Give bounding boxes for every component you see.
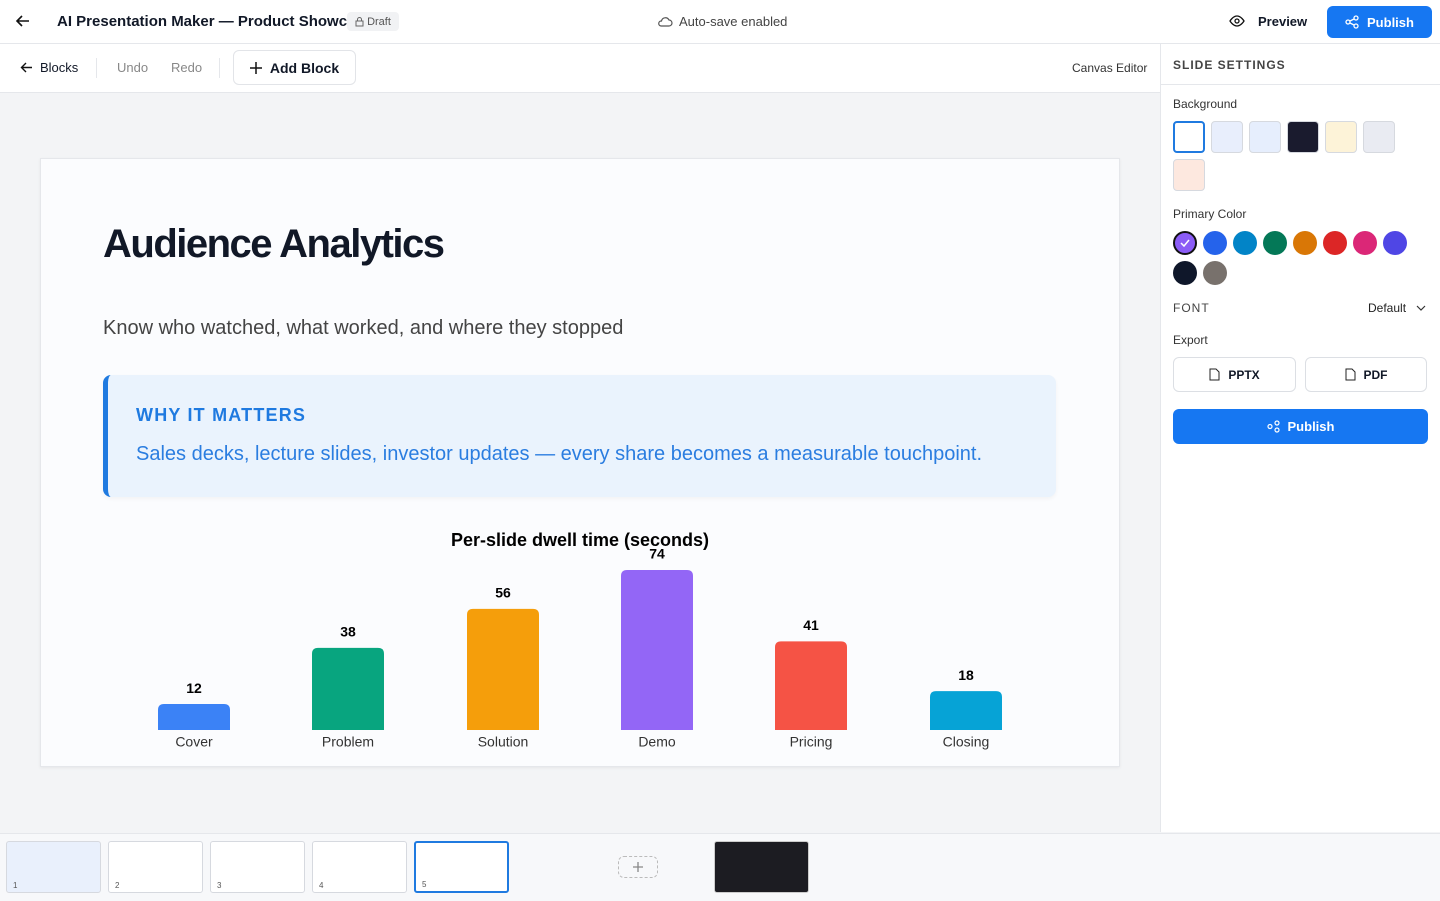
- sidebar-publish-button[interactable]: Publish: [1173, 409, 1428, 444]
- preview-button[interactable]: Preview: [1258, 14, 1308, 29]
- autosave-status: Auto-save enabled: [679, 14, 788, 29]
- thumbnail[interactable]: 3: [210, 841, 305, 893]
- bar: [775, 641, 847, 730]
- sidebar-title: SLIDE SETTINGS: [1173, 58, 1286, 72]
- x-tick-label: Demo: [638, 734, 676, 750]
- bar: [312, 647, 384, 730]
- background-swatch[interactable]: [1173, 121, 1205, 153]
- publish-label: Publish: [1367, 14, 1414, 30]
- x-tick-label: Problem: [322, 734, 374, 750]
- primary-swatch[interactable]: [1293, 231, 1317, 255]
- background-label: Background: [1173, 97, 1238, 111]
- pdf-label: PDF: [1363, 367, 1388, 382]
- primary-swatch[interactable]: [1263, 231, 1287, 255]
- value-label: 12: [186, 680, 202, 696]
- add-block-label: Add Block: [269, 59, 340, 76]
- thumbnail[interactable]: 1: [6, 841, 101, 893]
- header: [0, 0, 1440, 44]
- thumbnail[interactable]: 2: [108, 841, 203, 893]
- thumbnail-number: 4: [319, 881, 324, 890]
- primary-swatch[interactable]: [1203, 231, 1227, 255]
- thumbnail-number: 5: [422, 880, 427, 889]
- primary-swatch[interactable]: [1203, 261, 1227, 285]
- bar: [467, 608, 539, 730]
- background-swatch[interactable]: [1363, 121, 1395, 153]
- primary-swatch[interactable]: [1173, 261, 1197, 285]
- chevron: [1416, 305, 1426, 311]
- x-tick-label: Cover: [175, 734, 213, 750]
- add-block-button[interactable]: Add Block: [233, 50, 356, 85]
- font-select[interactable]: Default: [1368, 301, 1407, 315]
- value-label: 56: [495, 585, 511, 601]
- primary-swatch[interactable]: [1173, 231, 1197, 255]
- bar: [930, 691, 1002, 730]
- callout-text: Sales decks, lecture slides, investor up…: [136, 443, 982, 465]
- primary-swatch[interactable]: [1383, 231, 1407, 255]
- thumbnail-number: 1: [13, 881, 18, 890]
- sidebar-publish-label: Publish: [1287, 419, 1335, 434]
- pptx-button[interactable]: PPTX: [1173, 357, 1296, 392]
- callout-label: WHY IT MATTERS: [136, 405, 307, 425]
- value-label: 74: [649, 546, 665, 562]
- back-icon[interactable]: [15, 13, 31, 29]
- toolbar: [0, 44, 1160, 93]
- undo-button[interactable]: Undo: [117, 60, 149, 75]
- pptx-label: PPTX: [1228, 367, 1260, 382]
- primary-swatch[interactable]: [1233, 231, 1257, 255]
- slide-subtitle: Know who watched, what worked, and where…: [103, 317, 624, 339]
- publish-button[interactable]: Publish: [1327, 6, 1432, 38]
- primary-swatch[interactable]: [1323, 231, 1347, 255]
- redo-button[interactable]: Redo: [171, 60, 203, 75]
- chart: Per-slide dwell time (seconds) 12 Cover 38…: [158, 530, 1002, 750]
- slide-title: Audience Analytics: [103, 222, 445, 266]
- background-swatch[interactable]: [1173, 159, 1205, 191]
- mode-label: Canvas Editor: [1072, 61, 1148, 75]
- bar: [158, 704, 230, 730]
- callout: [103, 375, 1056, 497]
- primary-label: Primary Color: [1173, 207, 1247, 221]
- eye-icon: [1229, 15, 1245, 27]
- chart-title: Per-slide dwell time (seconds): [451, 530, 709, 550]
- divider: [1161, 84, 1440, 85]
- background-swatch[interactable]: [1249, 121, 1281, 153]
- badge-text: Draft: [367, 15, 391, 28]
- value-label: 41: [803, 617, 819, 633]
- doc-title: AI Presentation Maker — Product Showcase: [57, 13, 373, 30]
- x-tick-label: Closing: [943, 734, 990, 750]
- background-swatch[interactable]: [1211, 121, 1243, 153]
- divider: [219, 58, 220, 78]
- export-label: Export: [1173, 333, 1208, 347]
- pdf-button[interactable]: PDF: [1305, 357, 1427, 392]
- background-swatch[interactable]: [1287, 121, 1319, 153]
- thumbnail-number: 3: [217, 881, 222, 890]
- x-tick-label: Solution: [478, 734, 529, 750]
- thumbnail[interactable]: 5: [414, 841, 509, 893]
- divider: [96, 58, 97, 78]
- font-label: FONT: [1173, 301, 1210, 315]
- thumbnail-number: 2: [115, 881, 120, 890]
- blocks-button[interactable]: Blocks: [40, 60, 79, 75]
- value-label: 18: [958, 667, 974, 683]
- add-slide-button[interactable]: [618, 856, 658, 878]
- check-icon: [1180, 239, 1190, 248]
- bar: [621, 570, 693, 730]
- blocks-back-icon: [20, 62, 32, 73]
- background-swatch[interactable]: [1325, 121, 1357, 153]
- cloud-icon: [658, 17, 673, 27]
- thumbnail[interactable]: 4: [312, 841, 407, 893]
- thumbnail[interactable]: [714, 841, 809, 893]
- value-label: 38: [340, 624, 356, 640]
- x-tick-label: Pricing: [790, 734, 833, 750]
- badge: Draft: [347, 12, 399, 31]
- primary-swatch[interactable]: [1353, 231, 1377, 255]
